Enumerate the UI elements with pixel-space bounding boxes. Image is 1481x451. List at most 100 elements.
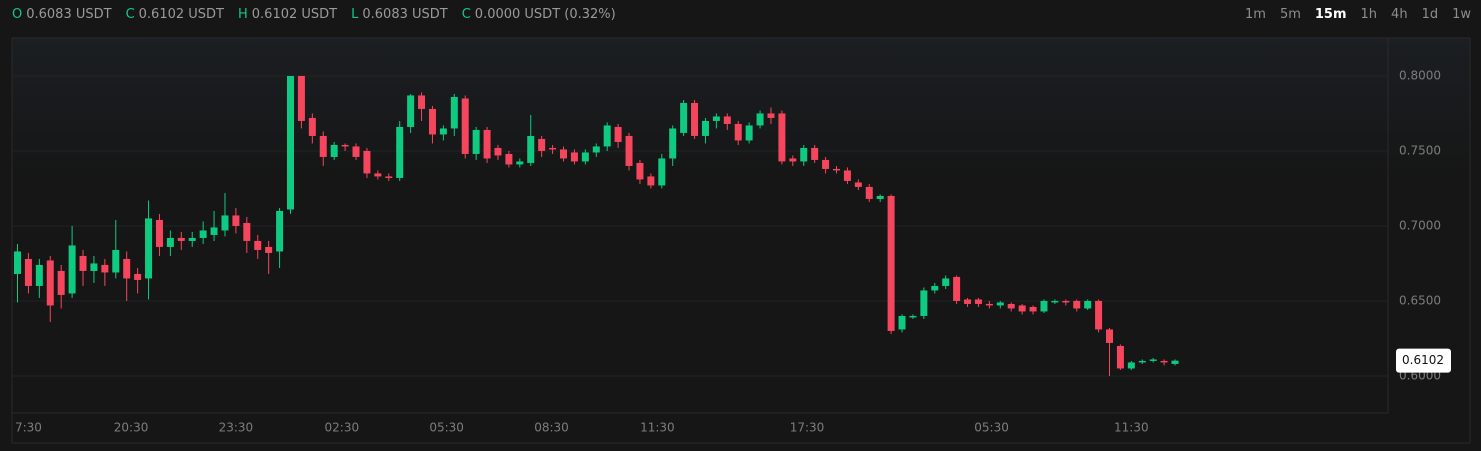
candle-body (177, 237, 185, 241)
candle-body (450, 96, 458, 129)
candle-body (24, 258, 32, 286)
candle-body (854, 182, 862, 187)
candle-body (953, 276, 961, 301)
stat-value: 0.6102 USDT (251, 7, 338, 22)
stat-key: C (125, 7, 135, 22)
candle-body (964, 299, 972, 304)
candle-body (636, 162, 644, 180)
ohlc-stats: O 0.6083 USDT C 0.6102 USDT H 0.6102 USDT L 0.6… (12, 7, 616, 22)
candle-body (407, 95, 415, 127)
candle-body (1073, 300, 1081, 309)
candle-body (396, 126, 404, 178)
candle-body (800, 147, 808, 162)
candle-body (199, 230, 207, 238)
candle-body (538, 138, 546, 151)
candle-body (658, 158, 666, 186)
candle-body (1029, 306, 1037, 312)
candle-body (1040, 300, 1048, 312)
candle-body (1007, 303, 1015, 309)
candle-body (756, 113, 764, 126)
candle-body (822, 159, 830, 169)
candle-body (1018, 305, 1026, 312)
stat-key: L (351, 7, 359, 22)
candle-body (680, 102, 688, 133)
candle-body (723, 116, 731, 124)
candle-body (1106, 329, 1113, 343)
y-tick-label: 0.7000 (1399, 218, 1441, 232)
candle-body (942, 278, 950, 286)
candle-body (865, 186, 873, 199)
candle-body (505, 153, 513, 165)
candle-body (625, 135, 633, 166)
interval-button[interactable]: 15m (1314, 7, 1347, 22)
interval-button[interactable]: 1d (1421, 7, 1439, 22)
candle-body (581, 152, 589, 162)
last-price-box (1396, 348, 1451, 373)
candle-body (101, 264, 109, 273)
candle-body (887, 195, 895, 331)
candle-body (560, 149, 567, 159)
candle-body (549, 147, 557, 150)
candle-body (352, 146, 360, 157)
candle-body (418, 95, 426, 109)
stat-value: 0.6083 USDT (362, 7, 448, 22)
x-tick-label: 17:30 (790, 421, 825, 435)
x-tick-label: 20:30 (114, 421, 149, 435)
chart-panel (11, 37, 1471, 444)
candle-body (701, 120, 709, 136)
candle-body (1138, 360, 1146, 363)
interval-button[interactable]: 4h (1391, 7, 1408, 22)
stat: C 0.0000 USDT (0.32%) (462, 7, 616, 22)
candle-body (221, 215, 229, 231)
candle-body (745, 125, 753, 141)
x-tick-label: 02:30 (325, 421, 360, 435)
candle-body (188, 237, 196, 241)
candle-body (811, 147, 819, 160)
toolbar: O 0.6083 USDT C 0.6102 USDT H 0.6102 USDT L 0.6… (0, 0, 1481, 32)
interval-button[interactable]: 1w (1452, 7, 1471, 22)
candle-body (232, 215, 240, 226)
x-tick-label: 23:30 (219, 421, 254, 435)
candle-body (363, 150, 371, 174)
candle-body (1149, 359, 1157, 361)
candle-body (461, 98, 469, 154)
candle-body (767, 113, 775, 118)
x-tick-label: 05:30 (429, 421, 464, 435)
candle-body (428, 108, 436, 135)
candle-body (734, 123, 742, 141)
candle-body (472, 129, 480, 154)
candle-body (166, 237, 174, 247)
y-tick-label: 0.6500 (1399, 293, 1441, 307)
candle-body (1171, 360, 1179, 364)
candle-body (898, 315, 906, 330)
candle-body (570, 152, 578, 162)
interval-button[interactable]: 5m (1279, 7, 1301, 22)
candle-body (145, 218, 153, 279)
x-tick-label: 08:30 (534, 421, 569, 435)
candle-body (57, 270, 65, 295)
stat: C 0.6102 USDT (126, 7, 224, 22)
candle-body (79, 255, 87, 271)
candle-body (778, 113, 786, 162)
candle-body (319, 135, 327, 157)
interval-button[interactable]: 1h (1360, 7, 1378, 22)
stat-key: H (238, 7, 248, 22)
candle-body (385, 176, 393, 178)
y-tick-label: 0.8000 (1399, 68, 1441, 82)
stat-value: 0.6083 USDT (26, 7, 112, 22)
x-tick-label: 7:30 (15, 421, 42, 435)
y-tick-label: 0.7500 (1399, 143, 1441, 157)
candle-body (691, 102, 699, 136)
interval-button[interactable]: 1m (1245, 7, 1266, 22)
candle-body (614, 126, 622, 142)
candle-body (527, 135, 535, 163)
candle-body (374, 173, 382, 177)
last-price-label: 0.6102 (1402, 353, 1444, 367)
candle-body (123, 258, 131, 279)
candle-body (210, 227, 218, 235)
candle-body (297, 75, 305, 121)
x-tick-label: 05:30 (974, 421, 1009, 435)
candle-body (243, 222, 251, 241)
